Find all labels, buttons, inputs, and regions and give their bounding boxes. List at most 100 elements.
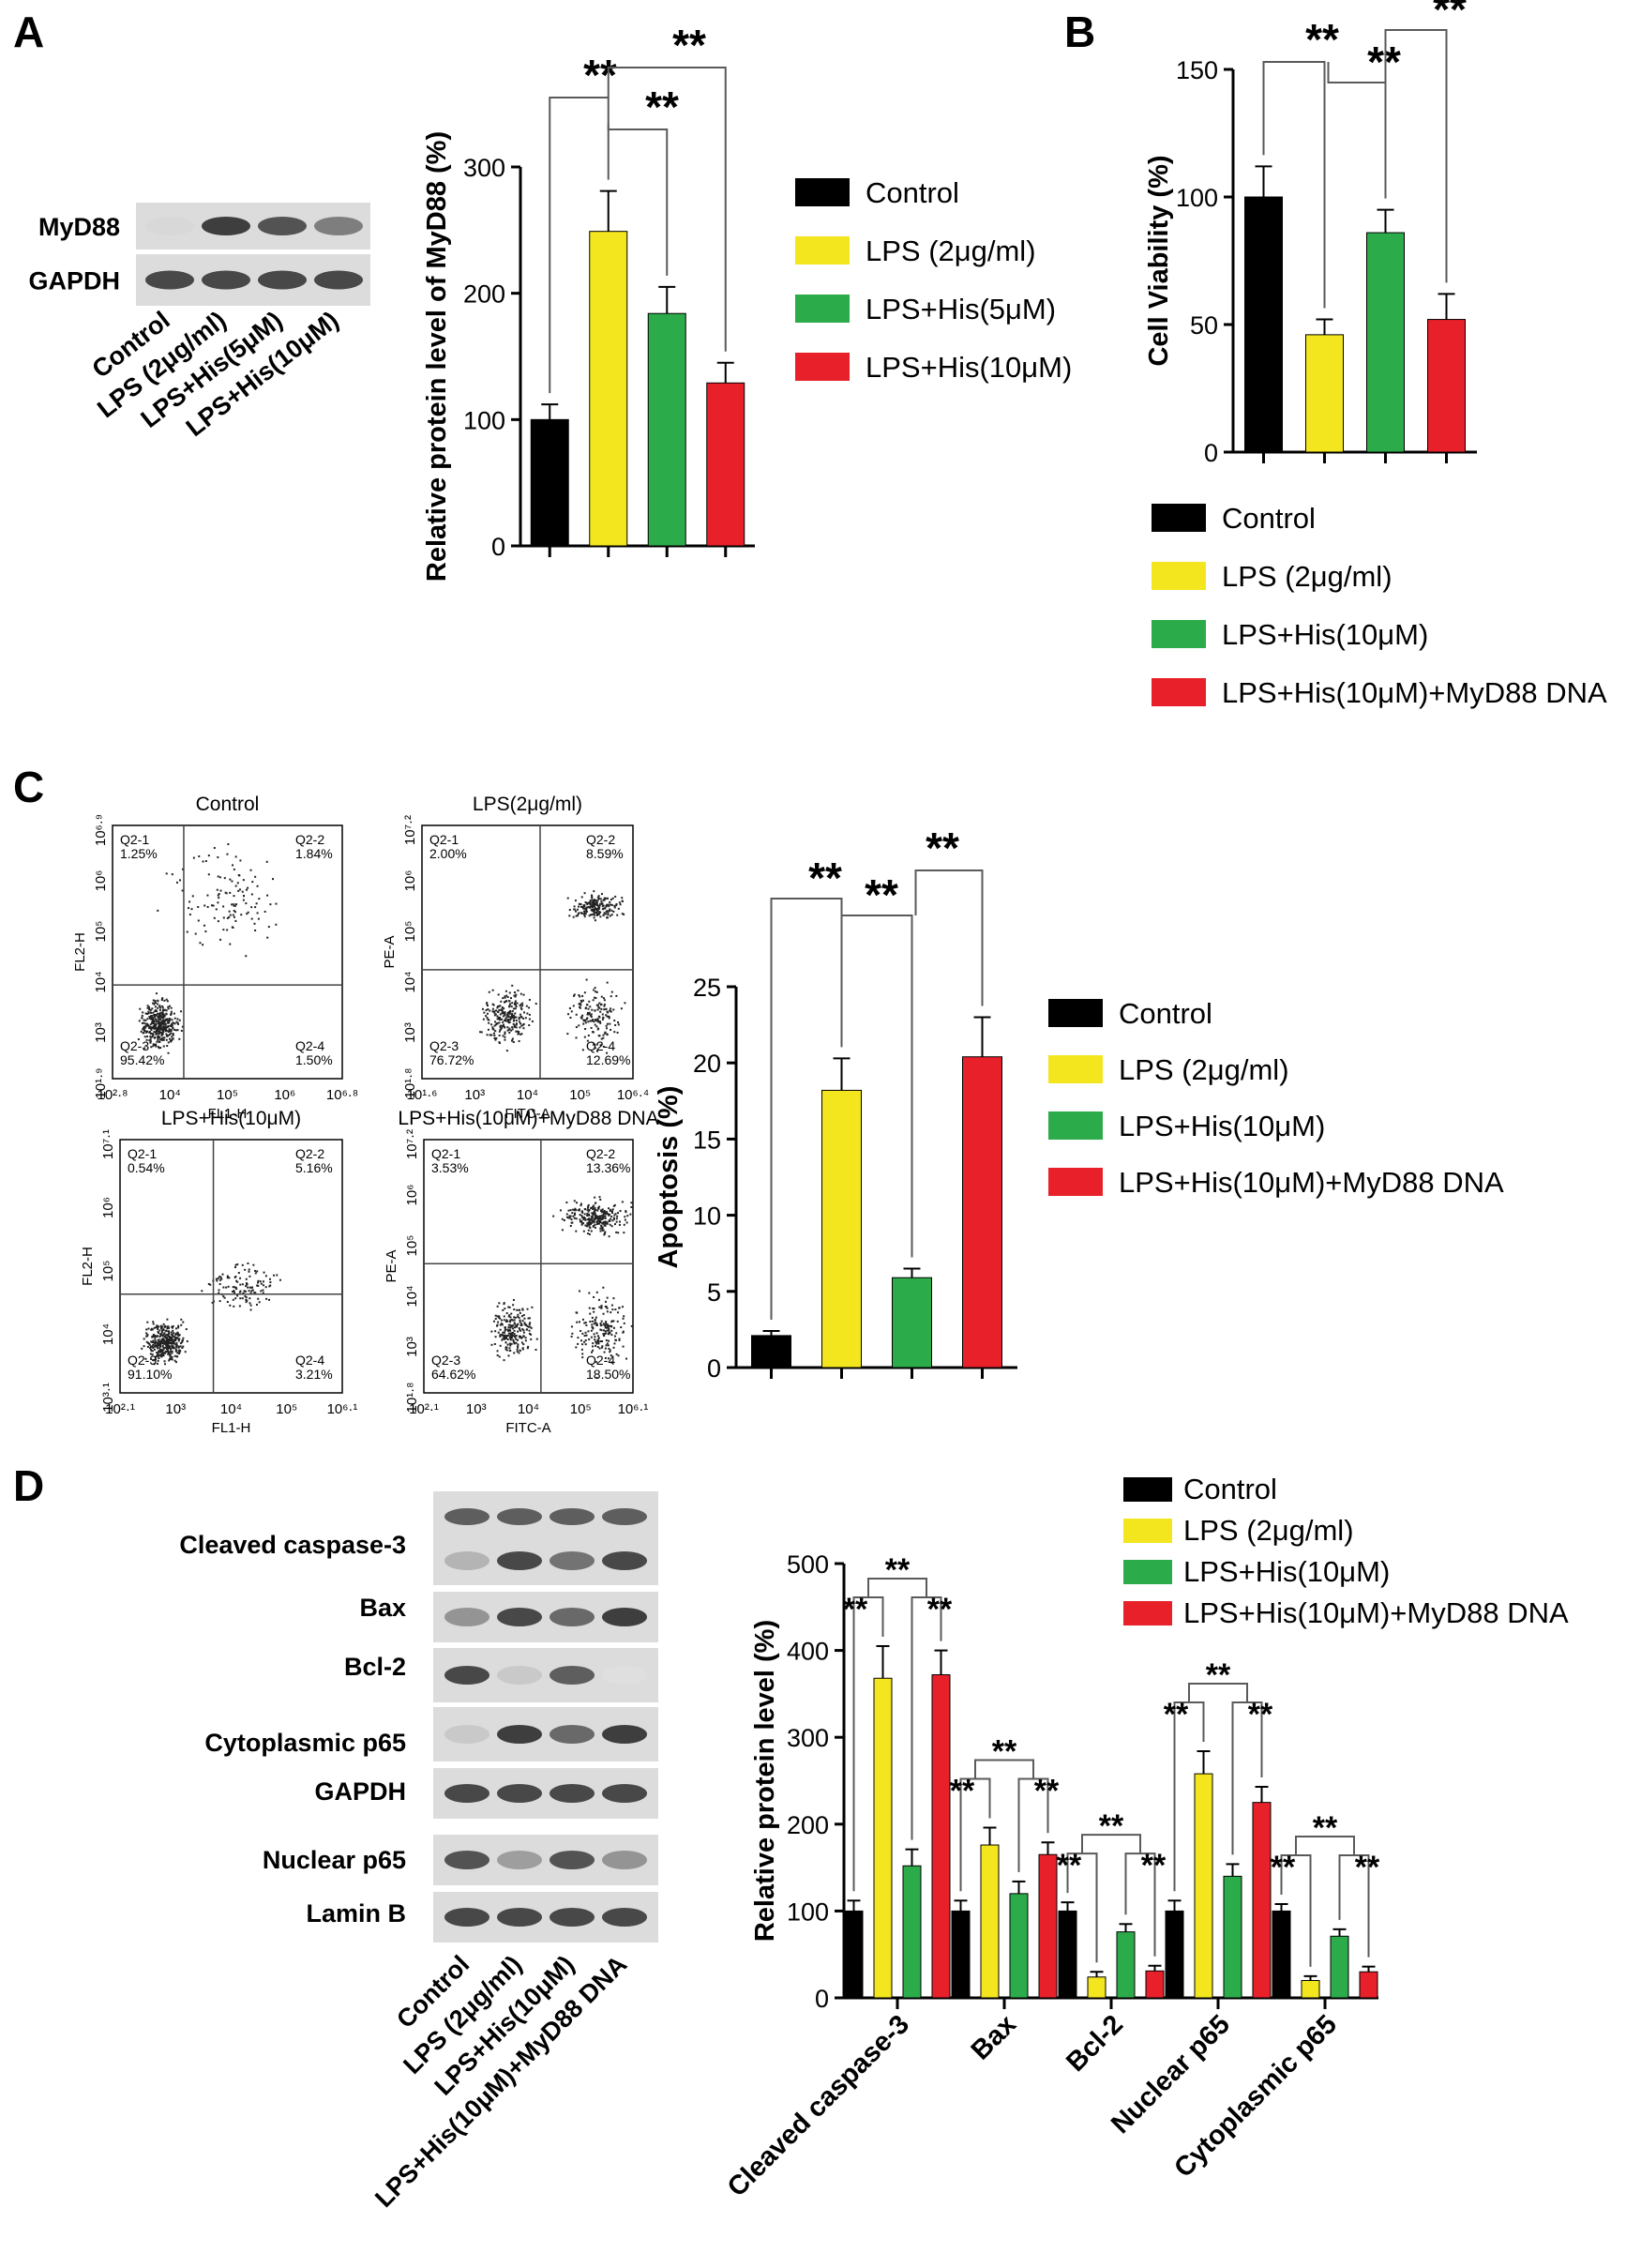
- event-dot: [225, 1286, 228, 1289]
- event-dot: [155, 1021, 158, 1023]
- event-dot: [197, 919, 200, 922]
- event-dot: [148, 1005, 151, 1008]
- event-dot: [143, 1338, 145, 1340]
- event-dot: [625, 1221, 628, 1224]
- y-tick-label: 0: [1204, 439, 1218, 467]
- blot-row-label: MyD88: [38, 213, 120, 241]
- event-dot: [597, 1222, 600, 1225]
- event-dot: [588, 1292, 591, 1294]
- event-dot: [249, 1308, 252, 1311]
- quadrant-name: Q2-3: [120, 1038, 149, 1053]
- event-dot: [152, 1022, 155, 1025]
- event-dot: [600, 995, 603, 998]
- event-dot: [142, 1011, 144, 1014]
- x-tick-label: Bax: [966, 2009, 1022, 2065]
- event-dot: [148, 1017, 151, 1020]
- event-dot: [586, 1232, 589, 1235]
- event-dot: [591, 894, 594, 897]
- blot-row-label: Bcl-2: [344, 1653, 406, 1681]
- flow-scatter-plot: LPS+His(10μM)+MyD88 DNAQ2-13.53%Q2-213.3…: [384, 1108, 659, 1436]
- flow-x-tick: 10¹·⁶: [407, 1087, 438, 1103]
- event-dot: [157, 1038, 159, 1041]
- event-dot: [504, 1328, 506, 1331]
- event-dot: [168, 1031, 171, 1034]
- event-dot: [155, 1031, 158, 1034]
- event-dot: [602, 1036, 605, 1039]
- event-dot: [597, 1342, 600, 1345]
- event-dot: [248, 1302, 251, 1305]
- event-dot: [154, 1031, 157, 1034]
- event-dot: [577, 905, 580, 908]
- event-dot: [203, 924, 205, 927]
- flow-x-tick: 10⁶·⁸: [326, 1087, 358, 1103]
- flow-x-tick: 10⁴: [517, 1087, 538, 1103]
- event-dot: [499, 1005, 502, 1007]
- quadrant-value: 13.36%: [586, 1160, 630, 1175]
- event-dot: [157, 1035, 159, 1037]
- event-dot: [572, 1215, 575, 1217]
- event-dot: [481, 1007, 484, 1010]
- event-dot: [226, 853, 229, 855]
- event-dot: [531, 1306, 534, 1308]
- blot-band: [497, 1725, 542, 1744]
- event-dot: [508, 1021, 511, 1024]
- event-dot: [593, 989, 595, 991]
- event-dot: [174, 1336, 177, 1338]
- event-dot: [168, 1337, 171, 1339]
- event-dot: [594, 1318, 596, 1321]
- event-dot: [181, 1340, 184, 1343]
- event-dot: [157, 1012, 159, 1015]
- significance-marker: **: [1313, 1810, 1338, 1846]
- event-dot: [618, 1338, 621, 1341]
- event-dot: [581, 1014, 584, 1017]
- event-dot: [222, 916, 225, 919]
- blot-band: [497, 1784, 542, 1803]
- blot-band: [444, 1725, 489, 1744]
- event-dot: [170, 1030, 173, 1033]
- event-dot: [618, 1223, 621, 1226]
- event-dot: [592, 1043, 595, 1046]
- event-dot: [513, 1322, 516, 1324]
- event-dot: [269, 1281, 272, 1284]
- event-dot: [165, 1330, 168, 1333]
- event-dot: [515, 1030, 518, 1033]
- event-dot: [228, 1277, 231, 1279]
- event-dot: [158, 1040, 161, 1043]
- event-dot: [218, 1292, 220, 1294]
- event-dot: [177, 1339, 180, 1342]
- event-dot: [489, 1034, 491, 1036]
- event-dot: [507, 1315, 510, 1318]
- event-dot: [146, 1335, 149, 1338]
- event-dot: [229, 914, 232, 916]
- flow-plot-title: LPS(2μg/ml): [473, 794, 582, 815]
- panel-letter-c: C: [13, 763, 44, 811]
- flow-plot-frame: [421, 824, 634, 1080]
- event-dot: [520, 1323, 523, 1325]
- event-dot: [604, 1332, 607, 1335]
- quadrant-name: Q2-4: [586, 1038, 615, 1053]
- event-dot: [597, 1216, 600, 1218]
- event-dot: [606, 911, 609, 914]
- event-dot: [155, 1008, 158, 1011]
- event-dot: [521, 1348, 524, 1351]
- event-dot: [515, 1005, 518, 1008]
- event-dot: [608, 1357, 610, 1360]
- event-dot: [151, 1036, 154, 1038]
- event-dot: [163, 1015, 166, 1018]
- event-dot: [584, 900, 587, 903]
- event-dot: [494, 1318, 497, 1321]
- quadrant-value: 1.25%: [120, 846, 158, 861]
- quadrant-value: 12.69%: [586, 1052, 630, 1067]
- event-dot: [157, 1015, 159, 1018]
- flow-x-tick: 10⁶: [274, 1087, 295, 1103]
- event-dot: [514, 1002, 517, 1005]
- event-dot: [172, 1034, 174, 1036]
- event-dot: [179, 879, 182, 882]
- sig-bracket: [840, 899, 913, 1258]
- event-dot: [160, 997, 163, 1000]
- legend-label: LPS+His(5μM): [866, 293, 1056, 325]
- event-dot: [237, 889, 240, 892]
- event-dot: [600, 1305, 603, 1308]
- event-dot: [578, 912, 580, 915]
